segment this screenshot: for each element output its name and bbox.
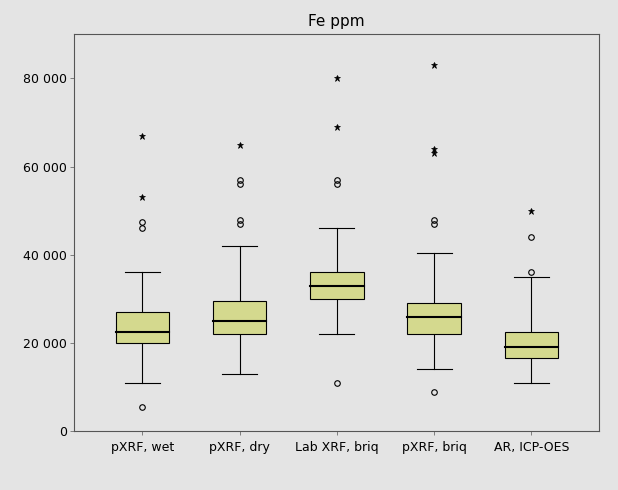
Bar (407, 303, 461, 334)
Bar (505, 332, 558, 359)
Title: Fe ppm: Fe ppm (308, 14, 365, 29)
Bar (310, 272, 363, 299)
Bar (116, 312, 169, 343)
Bar (213, 301, 266, 334)
